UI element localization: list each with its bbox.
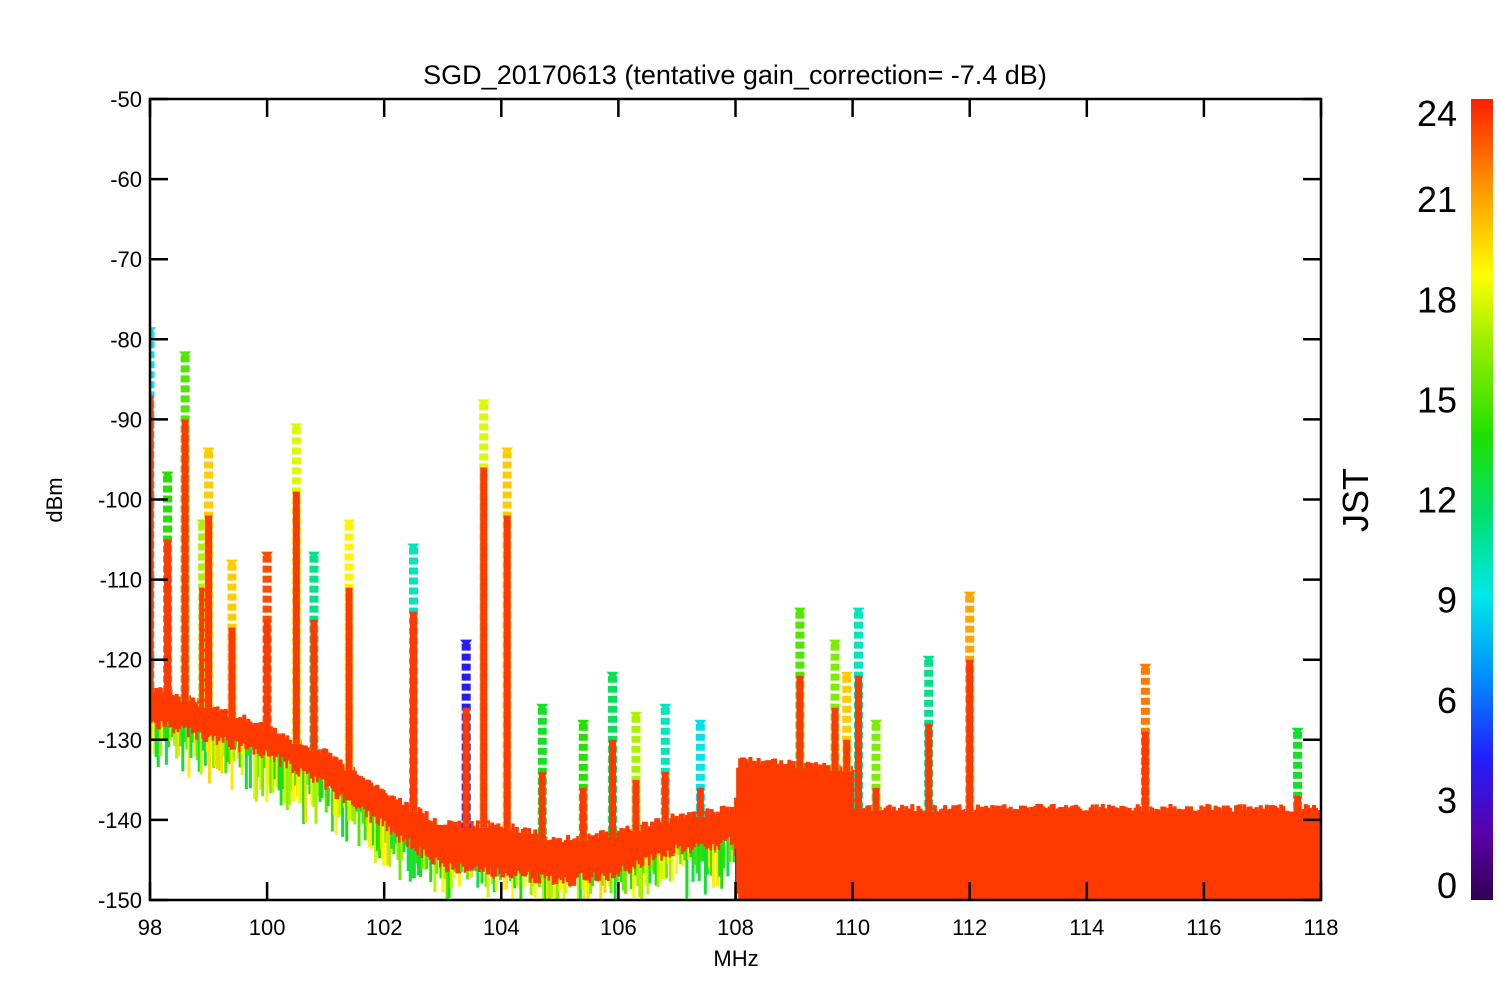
colorbar-tick-label-1: 3 <box>1437 780 1457 821</box>
y-tick-label-4: -90 <box>110 407 142 432</box>
spike-marker-20 <box>793 607 806 616</box>
data-layer <box>150 327 1321 900</box>
colorbar-tick-label-5: 15 <box>1417 379 1457 420</box>
spike-23 <box>852 607 865 812</box>
spike-marker-26 <box>963 591 976 600</box>
axes-layer: 98 100 102 104 106 108 110 112 114 116 118 -50 -60 -7… <box>98 87 1339 940</box>
spike-27 <box>1139 663 1152 812</box>
spike-19 <box>694 719 707 817</box>
spike-marker-25 <box>922 655 935 664</box>
y-tick-label-10: -150 <box>98 888 142 913</box>
spike-24 <box>870 719 883 812</box>
spike-25 <box>922 655 935 812</box>
spike-marker-16 <box>606 671 619 680</box>
spike-marker-2 <box>179 351 192 360</box>
spike-7 <box>290 423 303 744</box>
spike-marker-1 <box>161 471 174 480</box>
spike-14 <box>536 703 549 840</box>
spike-marker-24 <box>870 719 883 728</box>
spike-marker-5 <box>225 559 238 568</box>
spike-8 <box>307 551 320 752</box>
x-tick-label-7: 112 <box>952 915 987 940</box>
spike-26 <box>963 591 976 812</box>
spike-0 <box>150 327 156 692</box>
y-tick-label-3: -80 <box>110 327 142 352</box>
y-tick-label-8: -130 <box>98 728 142 753</box>
spike-20 <box>793 607 806 769</box>
y-tick-label-0: -50 <box>110 87 142 112</box>
colorbar-tick-label-7: 21 <box>1417 179 1457 220</box>
spike-11 <box>460 639 473 828</box>
spike-marker-0 <box>150 327 156 336</box>
colorbar-tick-label-3: 9 <box>1437 580 1457 621</box>
spike-marker-27 <box>1139 663 1152 672</box>
colorbar-ticks: 0 3 6 9 12 15 18 21 24 <box>1417 93 1457 906</box>
spike-marker-11 <box>460 639 473 648</box>
x-tick-label-2: 102 <box>366 915 403 940</box>
spikes <box>150 327 1304 841</box>
x-tick-label-9: 116 <box>1186 915 1221 940</box>
colorbar-label: JST <box>1335 468 1376 532</box>
spike-marker-12 <box>477 399 490 408</box>
spike-marker-14 <box>536 703 549 712</box>
spike-10 <box>407 543 420 812</box>
chart-title: SGD_20170613 (tentative gain_correction=… <box>423 60 1047 90</box>
colorbar <box>1471 99 1493 900</box>
y-tick-label-6: -110 <box>100 568 142 593</box>
plot-area <box>150 327 1321 900</box>
x-tick-label-8: 114 <box>1069 915 1104 940</box>
colorbar-tick-label-0: 0 <box>1437 865 1457 906</box>
spike-marker-22 <box>840 671 853 680</box>
y-tick-label-2: -70 <box>110 247 142 272</box>
y-tick-label-9: -140 <box>98 808 142 833</box>
colorbar-tick-label-2: 6 <box>1437 680 1457 721</box>
spike-marker-4 <box>202 447 215 456</box>
colorbar-tick-label-4: 12 <box>1417 480 1457 521</box>
spike-marker-21 <box>829 639 842 648</box>
spike-16 <box>606 671 619 837</box>
spike-marker-15 <box>577 719 590 728</box>
spike-marker-6 <box>261 551 274 560</box>
spike-2 <box>179 351 192 702</box>
spike-5 <box>225 559 238 718</box>
spike-13 <box>501 447 514 830</box>
x-tick-label-0: 98 <box>138 915 162 940</box>
spike-1 <box>161 471 174 697</box>
spike-marker-18 <box>659 703 672 712</box>
spike-17 <box>629 711 642 832</box>
x-axis-label: MHz <box>713 946 758 971</box>
spike-marker-13 <box>501 447 514 456</box>
spike-18 <box>659 703 672 824</box>
x-tick-label-1: 100 <box>249 915 286 940</box>
x-tick-label-3: 104 <box>483 915 520 940</box>
spike-marker-8 <box>307 551 320 560</box>
spike-marker-19 <box>694 719 707 728</box>
spike-marker-9 <box>343 519 356 528</box>
spike-21 <box>829 639 842 771</box>
y-axis-label: dBm <box>42 477 67 522</box>
y-tick-label-7: -120 <box>98 648 142 673</box>
spike-4 <box>202 447 215 708</box>
spike-6 <box>261 551 274 732</box>
spike-marker-10 <box>407 543 420 552</box>
spike-marker-23 <box>852 607 865 616</box>
spike-22 <box>840 671 853 772</box>
spike-12 <box>477 399 490 828</box>
spike-marker-28 <box>1291 727 1304 736</box>
colorbar-tick-label-8: 24 <box>1417 93 1457 134</box>
baseline-band <box>150 686 1321 900</box>
y-tick-label-5: -100 <box>98 488 142 513</box>
x-tick-label-4: 106 <box>600 915 637 940</box>
y-tick-label-1: -60 <box>110 167 142 192</box>
x-tick-label-6: 110 <box>835 915 870 940</box>
x-tick-label-5: 108 <box>717 915 754 940</box>
spike-28 <box>1291 727 1304 812</box>
spike-marker-17 <box>629 711 642 720</box>
x-tick-label-10: 118 <box>1303 915 1338 940</box>
spike-marker-7 <box>290 423 303 432</box>
spike-15 <box>577 719 590 841</box>
colorbar-tick-label-6: 18 <box>1417 279 1457 320</box>
spike-9 <box>343 519 356 772</box>
